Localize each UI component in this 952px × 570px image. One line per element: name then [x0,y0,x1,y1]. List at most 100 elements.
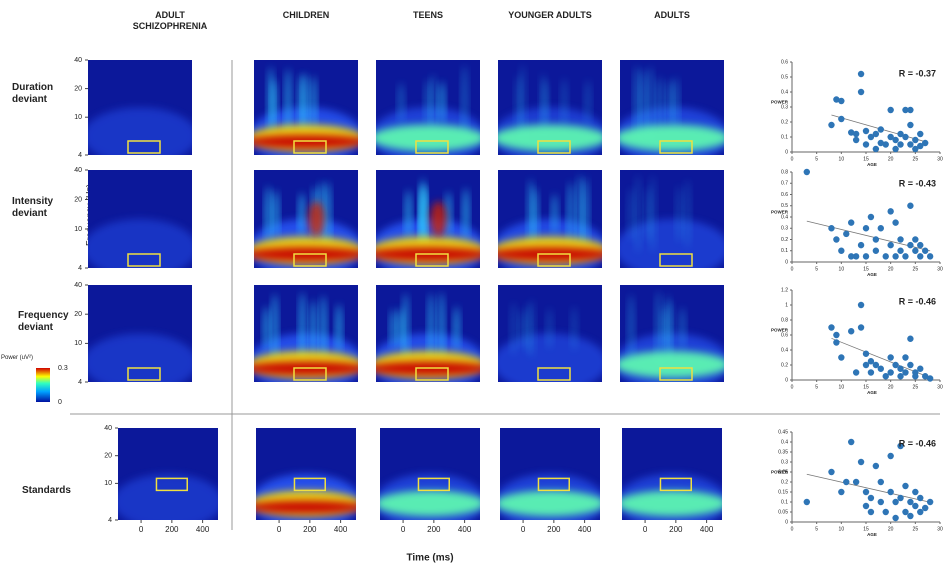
y-tick-label: 0 [785,519,788,525]
heat-core [430,201,446,236]
x-tick-label: 5 [815,156,818,162]
x-axis-label: AGE [867,390,877,395]
figure: Time (ms) Frequency (Hz) 00.341020404102… [0,0,952,570]
y-axis-label: POWER [771,210,789,215]
heatmap [615,60,729,165]
heat-streak [325,182,331,247]
point [838,489,844,495]
x-axis-label: AGE [867,272,877,277]
heat-streak [650,176,656,253]
y-tick-label: 0.8 [781,317,788,323]
annotation: R = -0.46 [899,296,936,306]
x-tick-label: 0 [277,525,282,534]
y-tick-label: 40 [74,282,82,289]
point [838,354,844,360]
point [878,366,884,372]
y-tick-label: 20 [74,85,82,92]
heat-streak [628,295,634,363]
x-axis-label: Time (ms) [406,553,453,564]
heat-halo [615,125,729,152]
point [887,242,893,248]
x-tick-label: 200 [669,525,683,534]
y-tick-label: 0.2 [781,479,788,485]
heatmap [244,170,369,278]
x-tick-label: 5 [815,384,818,390]
point [873,236,879,242]
y-tick-label: 0.3 [781,104,788,110]
heatmap [493,60,607,165]
heat-streak [398,83,404,123]
point [887,208,893,214]
point [897,248,903,254]
colorbar [36,368,50,402]
point [853,137,859,143]
heat-halo [371,125,485,152]
point [902,253,908,259]
column-header: YOUNGER ADULTS [498,10,602,21]
heat-streak [390,309,396,349]
point [833,236,839,242]
row-label: Duration deviant [12,82,72,106]
y-tick-label: 0.45 [778,429,788,435]
heat-streak [425,79,431,126]
heat-halo [375,491,485,517]
point [892,137,898,143]
y-tick-label: 0.1 [781,134,788,140]
heat-streak [310,300,316,357]
y-tick-label: 1.2 [781,287,788,293]
y-tick-label: 40 [104,425,112,432]
point [892,253,898,259]
x-tick-label: 400 [196,525,210,534]
point [887,453,893,459]
y-tick-label: 0.2 [781,362,788,368]
y-tick-label: 0.3 [781,459,788,465]
point [912,137,918,143]
x-tick-label: 10 [839,526,845,532]
x-tick-label: 30 [937,384,943,390]
point [878,479,884,485]
annotation: R = -0.46 [899,438,936,448]
point [907,499,913,505]
point [863,225,869,231]
heatmap [83,60,197,165]
point [912,503,918,509]
point [804,169,810,175]
row-label: Standards [22,485,82,497]
heat-streak [673,77,679,128]
x-tick-label: 30 [937,526,943,532]
heatmap [371,60,485,165]
y-tick-label: 0.2 [781,119,788,125]
y-axis-label: POWER [771,100,789,105]
y-tick-label: 0.6 [781,332,788,338]
heat-streak [635,175,641,253]
point [887,369,893,375]
point [907,242,913,248]
heatmap [615,170,729,278]
point [863,351,869,357]
point [887,489,893,495]
x-tick-label: 400 [334,525,348,534]
point [868,369,874,375]
y-tick-label: 10 [74,114,82,121]
heat-glow [83,108,197,165]
colorbar-tick-label: 0 [58,399,62,406]
heat-glow [113,474,223,529]
heat-streak [628,187,634,240]
heatmap [366,170,491,278]
point [858,71,864,77]
point [907,513,913,519]
x-tick-label: 200 [165,525,179,534]
heatmap [244,285,369,392]
point [848,129,854,135]
x-tick-label: 10 [839,384,845,390]
y-tick-label: 4 [108,517,112,524]
point [873,146,879,152]
point [843,231,849,237]
point [873,463,879,469]
heat-streak [405,190,411,238]
point [833,332,839,338]
heat-streak [568,182,574,246]
point [858,242,864,248]
heatmap [493,285,607,392]
point [858,89,864,95]
